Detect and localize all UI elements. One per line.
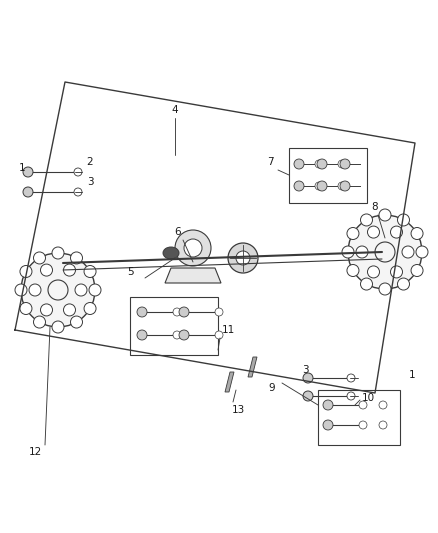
Circle shape — [391, 226, 403, 238]
Polygon shape — [248, 357, 257, 377]
Text: 6: 6 — [175, 227, 181, 237]
Circle shape — [360, 278, 372, 290]
Circle shape — [348, 215, 422, 289]
Text: 1: 1 — [409, 370, 415, 380]
Circle shape — [84, 303, 96, 314]
Text: 11: 11 — [221, 325, 235, 335]
Polygon shape — [225, 372, 234, 392]
Circle shape — [303, 391, 313, 401]
Text: 13: 13 — [231, 405, 245, 415]
Circle shape — [347, 374, 355, 382]
Circle shape — [379, 401, 387, 409]
Circle shape — [367, 226, 379, 238]
Circle shape — [379, 283, 391, 295]
Circle shape — [20, 265, 32, 278]
Text: 2: 2 — [87, 157, 93, 167]
Text: 9: 9 — [268, 383, 276, 393]
Circle shape — [317, 181, 327, 191]
Circle shape — [20, 303, 32, 314]
Circle shape — [64, 304, 75, 316]
Circle shape — [74, 168, 82, 176]
Circle shape — [215, 308, 223, 316]
Circle shape — [398, 278, 410, 290]
Circle shape — [347, 264, 359, 277]
Circle shape — [75, 284, 87, 296]
Circle shape — [228, 243, 258, 273]
Circle shape — [52, 321, 64, 333]
Text: 1: 1 — [19, 163, 25, 173]
Circle shape — [411, 264, 423, 277]
Circle shape — [15, 284, 27, 296]
Text: 4: 4 — [172, 105, 178, 115]
Text: 3: 3 — [87, 177, 93, 187]
Circle shape — [416, 246, 428, 258]
Circle shape — [236, 251, 250, 265]
Circle shape — [360, 214, 372, 226]
Circle shape — [71, 316, 82, 328]
Circle shape — [137, 307, 147, 317]
Circle shape — [398, 214, 410, 226]
Circle shape — [137, 330, 147, 340]
Circle shape — [391, 266, 403, 278]
Circle shape — [402, 246, 414, 258]
Circle shape — [40, 304, 53, 316]
Circle shape — [340, 159, 350, 169]
Circle shape — [175, 230, 211, 266]
Circle shape — [179, 330, 189, 340]
Ellipse shape — [163, 247, 179, 259]
Circle shape — [379, 209, 391, 221]
Circle shape — [359, 401, 367, 409]
Circle shape — [179, 307, 189, 317]
Text: 12: 12 — [28, 447, 42, 457]
Circle shape — [347, 228, 359, 239]
Circle shape — [71, 252, 82, 264]
Circle shape — [29, 284, 41, 296]
Circle shape — [294, 181, 304, 191]
Polygon shape — [130, 297, 218, 355]
Circle shape — [184, 239, 202, 257]
Circle shape — [173, 331, 181, 339]
Circle shape — [84, 265, 96, 278]
Circle shape — [315, 160, 323, 168]
Circle shape — [23, 167, 33, 177]
Text: 10: 10 — [361, 393, 374, 403]
Circle shape — [411, 228, 423, 239]
Circle shape — [367, 266, 379, 278]
Circle shape — [52, 247, 64, 259]
Circle shape — [89, 284, 101, 296]
Circle shape — [347, 392, 355, 400]
Circle shape — [40, 264, 53, 276]
Circle shape — [338, 182, 346, 190]
Polygon shape — [289, 148, 367, 203]
Circle shape — [33, 252, 46, 264]
Circle shape — [303, 373, 313, 383]
Circle shape — [64, 264, 75, 276]
Circle shape — [323, 400, 333, 410]
Polygon shape — [165, 268, 221, 283]
Circle shape — [33, 316, 46, 328]
Text: 7: 7 — [267, 157, 273, 167]
Circle shape — [338, 160, 346, 168]
Circle shape — [294, 159, 304, 169]
Circle shape — [315, 182, 323, 190]
Circle shape — [342, 246, 354, 258]
Polygon shape — [318, 390, 400, 445]
Circle shape — [340, 181, 350, 191]
Circle shape — [215, 331, 223, 339]
Circle shape — [359, 421, 367, 429]
Circle shape — [317, 159, 327, 169]
Circle shape — [21, 253, 95, 327]
Text: 3: 3 — [302, 365, 308, 375]
Circle shape — [74, 188, 82, 196]
Circle shape — [23, 187, 33, 197]
Circle shape — [356, 246, 368, 258]
Text: 8: 8 — [372, 202, 378, 212]
Circle shape — [323, 420, 333, 430]
Text: 5: 5 — [127, 267, 133, 277]
Circle shape — [379, 421, 387, 429]
Circle shape — [173, 308, 181, 316]
